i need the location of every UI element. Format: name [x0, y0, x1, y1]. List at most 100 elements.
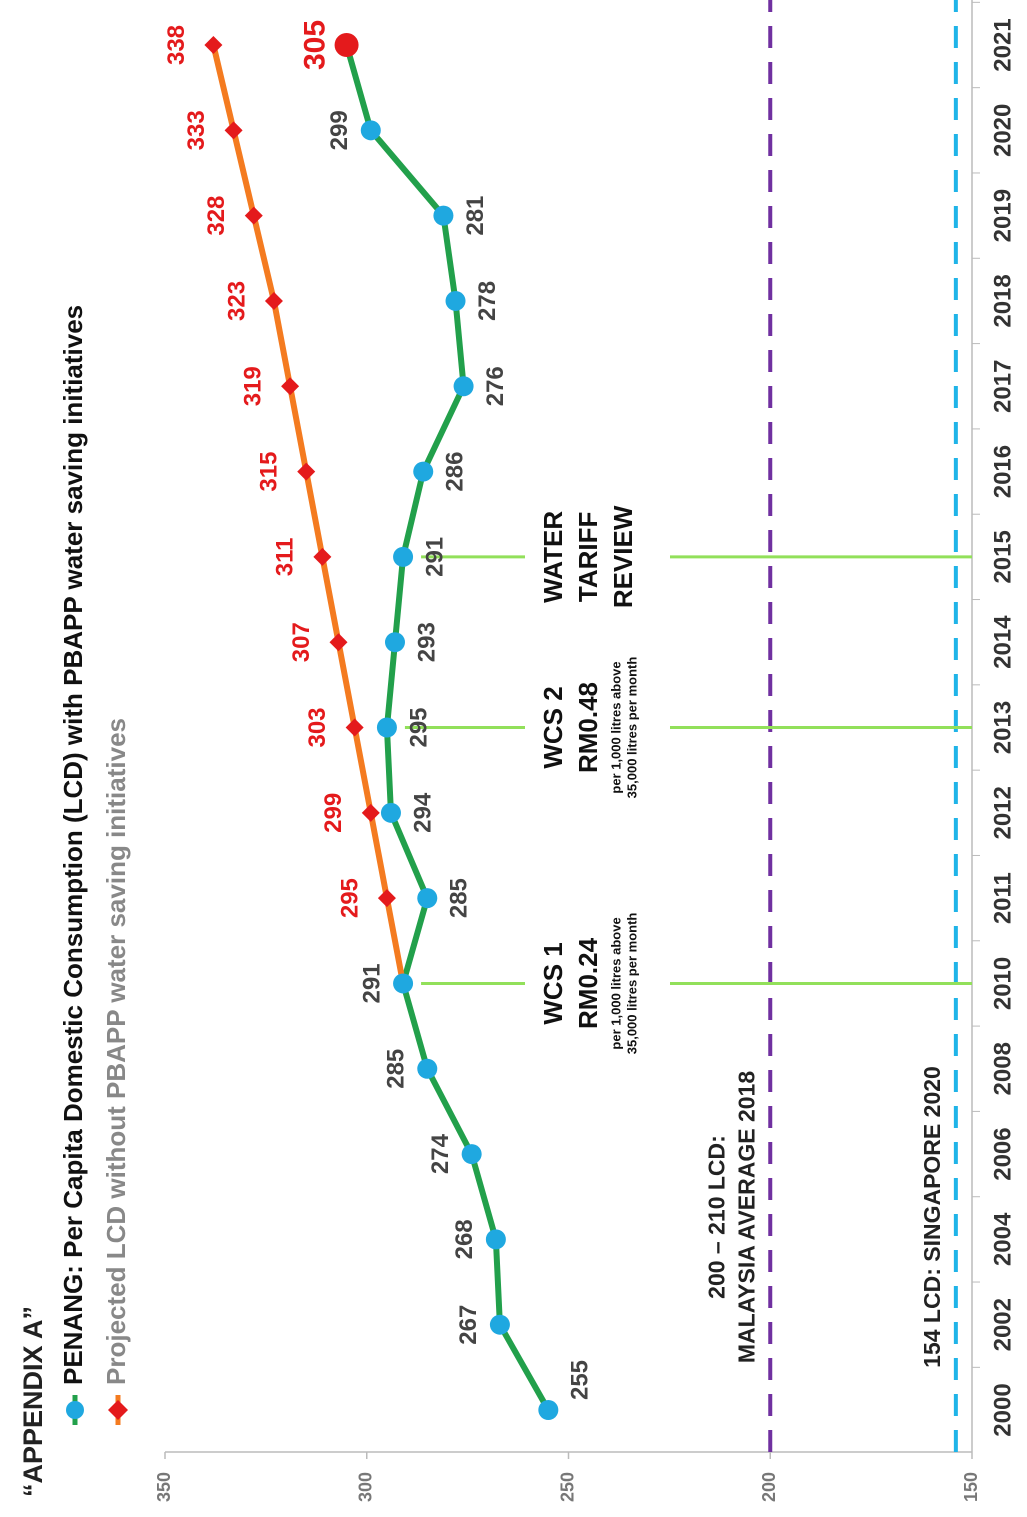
- x-tick-label: 2017: [989, 360, 1016, 413]
- data-point: [334, 33, 359, 57]
- event-note: per 1,000 litres above: [608, 917, 623, 1049]
- data-point: [453, 376, 474, 397]
- reference-label: MALAYSIA AVERAGE 2018: [733, 1071, 759, 1363]
- data-point: [360, 120, 381, 141]
- data-label: 278: [474, 281, 501, 321]
- data-label: 311: [272, 538, 299, 577]
- data-label: 338: [163, 25, 190, 65]
- x-tick-label: 2010: [989, 957, 1016, 1010]
- data-point: [393, 546, 414, 567]
- data-point: [433, 205, 454, 226]
- data-point: [377, 889, 396, 908]
- data-label: 294: [409, 792, 436, 833]
- x-tick-label: 2015: [989, 530, 1016, 583]
- x-tick-label: 2008: [989, 1042, 1016, 1095]
- event-label: REVIEW: [608, 505, 638, 608]
- x-tick-label: 2020: [989, 104, 1016, 157]
- data-label: 299: [326, 110, 353, 150]
- chart-title: “APPENDIX A”: [18, 1306, 48, 1497]
- legend-marker: [108, 1400, 128, 1420]
- x-tick-label: 2006: [989, 1127, 1016, 1180]
- data-point: [313, 547, 332, 566]
- event-note: per 1,000 litres above: [608, 661, 623, 793]
- data-point: [224, 121, 243, 140]
- data-point: [485, 1229, 506, 1250]
- reference-label: 200 – 210 LCD:: [703, 1135, 729, 1299]
- data-point: [345, 718, 364, 737]
- data-point: [461, 1144, 482, 1165]
- rotated-plot: “APPENDIX A” 150 200 250 300 350 2000 2002 2004…: [18, 0, 1016, 1502]
- data-point: [281, 377, 300, 396]
- data-label: 295: [336, 878, 363, 918]
- data-point: [384, 632, 405, 653]
- data-label: 299: [320, 793, 347, 833]
- data-point: [361, 803, 380, 822]
- data-point: [204, 36, 223, 54]
- x-tick-label: 2021: [989, 18, 1016, 71]
- legend-label: Projected LCD without PBAPP water saving…: [101, 718, 131, 1385]
- data-point: [445, 290, 466, 311]
- event-label: TARIFF: [573, 512, 603, 603]
- data-point: [380, 802, 401, 823]
- data-point: [376, 717, 397, 738]
- data-label: 293: [413, 622, 440, 662]
- x-tick-label: 2011: [989, 872, 1016, 924]
- data-label: 307: [288, 622, 315, 662]
- data-point: [489, 1314, 510, 1335]
- data-label: 268: [451, 1219, 478, 1259]
- event-label: RM0.24: [573, 937, 603, 1029]
- data-label: 255: [567, 1360, 594, 1400]
- data-point: [538, 1400, 559, 1420]
- data-label: 285: [383, 1049, 410, 1089]
- data-label: 328: [203, 196, 230, 236]
- event-note: 35,000 litres per month: [624, 657, 639, 799]
- data-point: [393, 973, 414, 994]
- data-label: 276: [482, 366, 509, 406]
- event-note: 35,000 litres per month: [624, 913, 639, 1055]
- data-label: 315: [256, 452, 283, 492]
- data-label: 267: [455, 1305, 482, 1345]
- x-tick-label: 2016: [989, 445, 1016, 498]
- data-label: 323: [223, 281, 250, 321]
- data-point: [297, 462, 316, 481]
- y-tick-label: 350: [154, 1472, 174, 1502]
- x-tick-label: 2018: [989, 274, 1016, 327]
- y-tick-label: 250: [557, 1472, 577, 1502]
- x-tick-label: 2002: [989, 1298, 1016, 1351]
- data-point: [417, 1058, 438, 1079]
- data-label: 305: [298, 20, 331, 70]
- data-label: 281: [462, 196, 489, 236]
- data-label: 303: [304, 707, 331, 747]
- x-tick-label: 2012: [989, 786, 1016, 839]
- x-tick-label: 2000: [989, 1383, 1016, 1436]
- event-label: RM0.48: [573, 682, 603, 773]
- data-point: [417, 888, 438, 909]
- x-tick-label: 2013: [989, 701, 1016, 754]
- data-label: 291: [358, 963, 385, 1003]
- x-tick-label: 2019: [989, 189, 1016, 242]
- y-tick-label: 150: [961, 1472, 981, 1502]
- event-label: WCS 2: [538, 686, 568, 768]
- x-tick-label: 2014: [989, 615, 1016, 669]
- data-point: [413, 461, 434, 482]
- data-point: [329, 633, 348, 652]
- reference-label: 154 LCD: SINGAPORE 2020: [919, 1066, 945, 1368]
- data-label: 333: [183, 110, 210, 150]
- legend-label: PENANG: Per Capita Domestic Consumption …: [58, 305, 88, 1385]
- series-line: [210, 44, 407, 984]
- data-label: 285: [446, 878, 473, 918]
- y-tick-label: 300: [356, 1472, 376, 1502]
- data-label: 295: [405, 707, 432, 747]
- data-point: [264, 291, 283, 310]
- data-label: 274: [427, 1133, 454, 1174]
- legend-marker: [66, 1401, 84, 1419]
- data-label: 319: [239, 366, 266, 406]
- event-label: WATER: [538, 511, 568, 603]
- data-label: 286: [442, 452, 469, 492]
- data-label: 291: [421, 537, 448, 577]
- data-point: [244, 206, 263, 225]
- x-tick-label: 2004: [989, 1212, 1016, 1266]
- event-label: WCS 1: [538, 942, 568, 1024]
- y-tick-label: 200: [759, 1472, 779, 1502]
